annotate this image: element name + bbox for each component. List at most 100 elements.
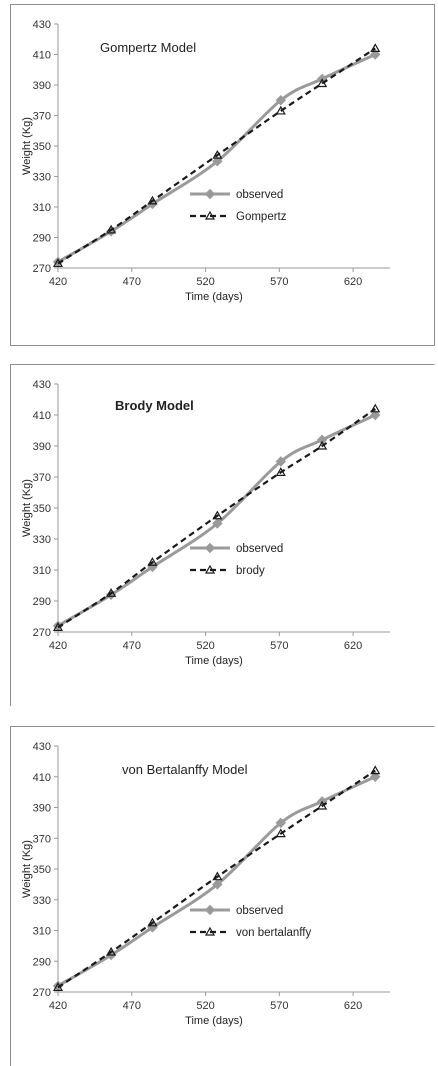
data-point-triangle bbox=[370, 765, 381, 775]
y-tick-label: 330 bbox=[33, 895, 51, 907]
x-axis-title: Time (days) bbox=[185, 291, 243, 303]
chart-svg-gompertz: 270 290 310 330 350 370 390 410 430 420 470 520 570 6… bbox=[10, 4, 435, 346]
legend-entry: observed bbox=[190, 904, 283, 917]
y-tick-label: 310 bbox=[33, 565, 51, 577]
y-tick-label: 390 bbox=[33, 80, 51, 92]
chart-panel-gompertz: 270 290 310 330 350 370 390 410 430 420 470 520 570 6… bbox=[10, 4, 435, 352]
series-observed bbox=[52, 409, 381, 632]
x-tick-label: 570 bbox=[270, 640, 288, 652]
data-point-triangle bbox=[204, 210, 216, 220]
data-point-diamond bbox=[204, 904, 216, 916]
data-point-triangle bbox=[52, 622, 64, 631]
data-point-triangle bbox=[275, 105, 286, 115]
y-tick-label: 270 bbox=[33, 627, 51, 639]
y-tick-label: 410 bbox=[33, 772, 51, 784]
data-point-triangle bbox=[317, 78, 328, 88]
chart-panel-von-bertalanffy: 270 290 310 330 350 370 390 410 430 420 470 520 570 6… bbox=[10, 726, 435, 1066]
chart-frame bbox=[10, 726, 435, 1066]
y-tick-label: 410 bbox=[33, 410, 51, 422]
x-tick-label: 470 bbox=[123, 1000, 141, 1012]
data-point-diamond bbox=[370, 49, 381, 60]
chart-svg-von-bertalanffy: 270 290 310 330 350 370 390 410 430 420 470 520 570 6… bbox=[10, 726, 435, 1066]
chart-panel-brody: 270 290 310 330 350 370 390 410 430 420 470 520 570 6… bbox=[10, 364, 435, 706]
data-point-triangle bbox=[106, 588, 117, 597]
data-point-triangle bbox=[370, 43, 381, 53]
legend-entry: Gompertz bbox=[190, 210, 287, 223]
x-tick-label: 570 bbox=[270, 1000, 288, 1012]
data-point-triangle bbox=[317, 440, 328, 450]
y-tick-label: 390 bbox=[33, 803, 51, 815]
y-tick-label: 390 bbox=[33, 441, 51, 453]
legend-entry: observed bbox=[190, 542, 283, 555]
legend-label: brody bbox=[236, 565, 265, 577]
y-axis-title: Weight (Kg) bbox=[21, 840, 33, 898]
y-tick-label: 370 bbox=[33, 833, 51, 845]
data-point-triangle bbox=[147, 917, 158, 927]
data-point-diamond bbox=[370, 771, 381, 782]
data-point-triangle bbox=[212, 149, 223, 159]
chart-svg-brody: 270 290 310 330 350 370 390 410 430 420 470 520 570 6… bbox=[10, 364, 435, 706]
y-axis-title: Weight (Kg) bbox=[21, 117, 33, 175]
y-tick-label: 430 bbox=[33, 741, 51, 753]
y-tick-label: 350 bbox=[33, 864, 51, 876]
x-tick-label: 520 bbox=[196, 1000, 214, 1012]
y-tick-label: 350 bbox=[33, 141, 51, 153]
y-tick-label: 290 bbox=[33, 596, 51, 608]
x-tick-label: 570 bbox=[270, 276, 288, 288]
series-model bbox=[52, 765, 381, 991]
legend-label: observed bbox=[236, 905, 283, 917]
x-tick-label: 620 bbox=[344, 1000, 362, 1012]
data-point-triangle bbox=[204, 926, 216, 936]
x-tick-label: 620 bbox=[344, 276, 362, 288]
legend-label: observed bbox=[236, 543, 283, 555]
x-axis-title: Time (days) bbox=[185, 1015, 243, 1027]
data-point-diamond bbox=[275, 95, 287, 106]
data-point-diamond bbox=[212, 879, 223, 890]
y-tick-label: 270 bbox=[33, 987, 51, 999]
y-tick-label: 330 bbox=[33, 172, 51, 184]
x-tick-label: 420 bbox=[49, 640, 67, 652]
data-point-triangle bbox=[52, 982, 64, 991]
x-axis-title: Time (days) bbox=[185, 655, 243, 667]
data-point-triangle bbox=[106, 946, 117, 956]
data-point-diamond bbox=[370, 409, 381, 421]
legend-entry: observed bbox=[190, 188, 283, 201]
data-point-diamond bbox=[316, 434, 328, 446]
x-tick-label: 470 bbox=[123, 640, 141, 652]
data-point-diamond bbox=[204, 542, 216, 554]
legend-label: Gompertz bbox=[236, 211, 287, 223]
chart-frame bbox=[10, 4, 435, 346]
y-tick-label: 270 bbox=[33, 263, 51, 275]
chart-title: Gompertz Model bbox=[100, 40, 196, 55]
data-point-triangle bbox=[52, 258, 64, 268]
y-tick-label: 310 bbox=[33, 202, 51, 214]
x-tick-label: 520 bbox=[196, 640, 214, 652]
chart-frame bbox=[10, 364, 435, 706]
data-point-diamond bbox=[275, 456, 287, 467]
legend-label: von bertalanffy bbox=[236, 927, 311, 939]
series-model bbox=[52, 403, 381, 631]
y-tick-label: 430 bbox=[33, 379, 51, 391]
y-tick-label: 370 bbox=[33, 472, 51, 484]
data-point-triangle bbox=[275, 467, 286, 476]
y-tick-label: 310 bbox=[33, 926, 51, 938]
y-tick-label: 430 bbox=[33, 19, 51, 31]
data-point-diamond bbox=[275, 817, 287, 829]
legend-entry: brody bbox=[190, 564, 265, 577]
data-point-triangle bbox=[212, 871, 223, 881]
data-point-triangle bbox=[204, 564, 216, 574]
y-tick-label: 410 bbox=[33, 50, 51, 62]
x-tick-label: 420 bbox=[49, 276, 67, 288]
chart-title: Brody Model bbox=[115, 398, 194, 413]
data-point-diamond bbox=[204, 188, 216, 200]
data-point-diamond bbox=[212, 518, 223, 529]
x-tick-label: 470 bbox=[123, 276, 141, 288]
series-line bbox=[57, 407, 376, 629]
series-line bbox=[57, 769, 376, 989]
data-point-triangle bbox=[212, 510, 223, 520]
chart-title: von Bertalanffy Model bbox=[122, 762, 248, 777]
x-tick-label: 520 bbox=[196, 276, 214, 288]
series-model bbox=[52, 43, 381, 268]
series-line bbox=[57, 47, 376, 265]
y-axis-title: Weight (Kg) bbox=[21, 479, 33, 537]
